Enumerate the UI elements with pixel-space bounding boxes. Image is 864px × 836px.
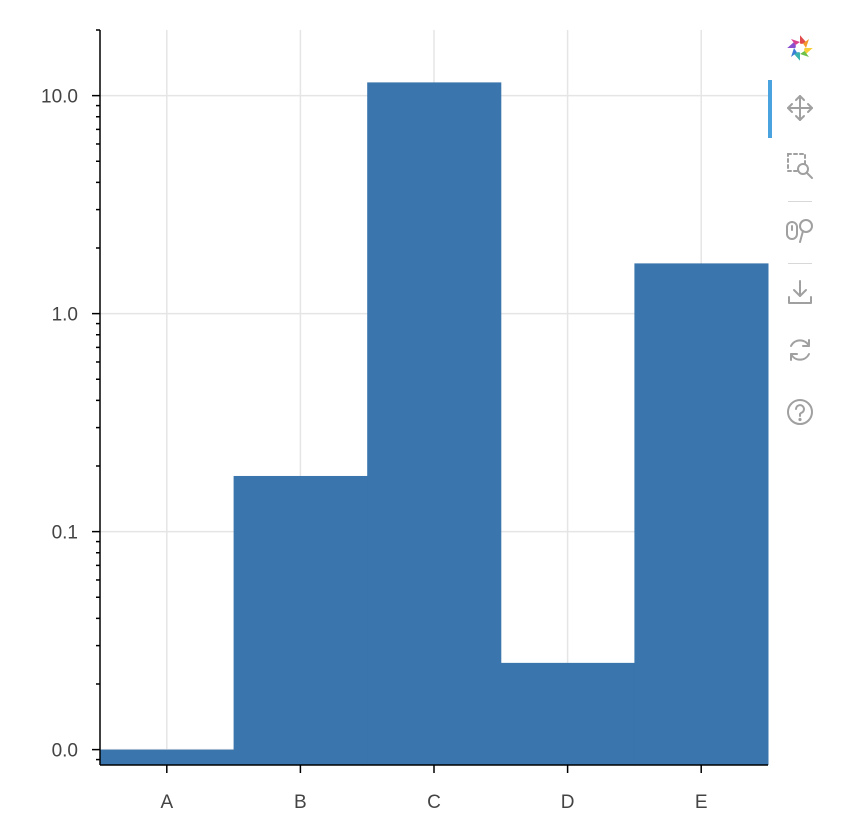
x-tick-label: E bbox=[695, 792, 708, 813]
x-tick-label: A bbox=[160, 792, 173, 813]
bar-B bbox=[233, 475, 368, 765]
bars bbox=[100, 82, 769, 766]
axes: 0.0 0.1 1.0 10.0 A B C D E bbox=[41, 29, 768, 813]
x-tick-label: D bbox=[561, 792, 575, 813]
bokeh-logo-icon[interactable] bbox=[782, 30, 818, 66]
y-tick-label: 10.0 bbox=[41, 87, 78, 108]
toolbar-separator bbox=[788, 201, 812, 202]
y-tick-label: 1.0 bbox=[52, 305, 78, 326]
bar-A bbox=[100, 749, 235, 765]
save-icon[interactable] bbox=[782, 274, 818, 310]
reset-icon[interactable] bbox=[782, 332, 818, 368]
y-tick-label: 0.1 bbox=[52, 523, 78, 544]
toolbar bbox=[768, 26, 832, 446]
toolbar-separator bbox=[788, 263, 812, 264]
box-zoom-icon[interactable] bbox=[782, 148, 818, 184]
bar-E bbox=[634, 263, 769, 765]
pan-icon[interactable] bbox=[782, 90, 818, 126]
bar-C bbox=[367, 82, 502, 766]
wheel-zoom-icon[interactable] bbox=[782, 212, 818, 248]
y-tick-label: 0.0 bbox=[52, 741, 78, 762]
help-icon[interactable] bbox=[782, 394, 818, 430]
x-tick-label: C bbox=[427, 792, 441, 813]
active-tool-indicator bbox=[768, 80, 772, 138]
x-tick-label: B bbox=[294, 792, 307, 813]
bar-D bbox=[500, 662, 635, 765]
